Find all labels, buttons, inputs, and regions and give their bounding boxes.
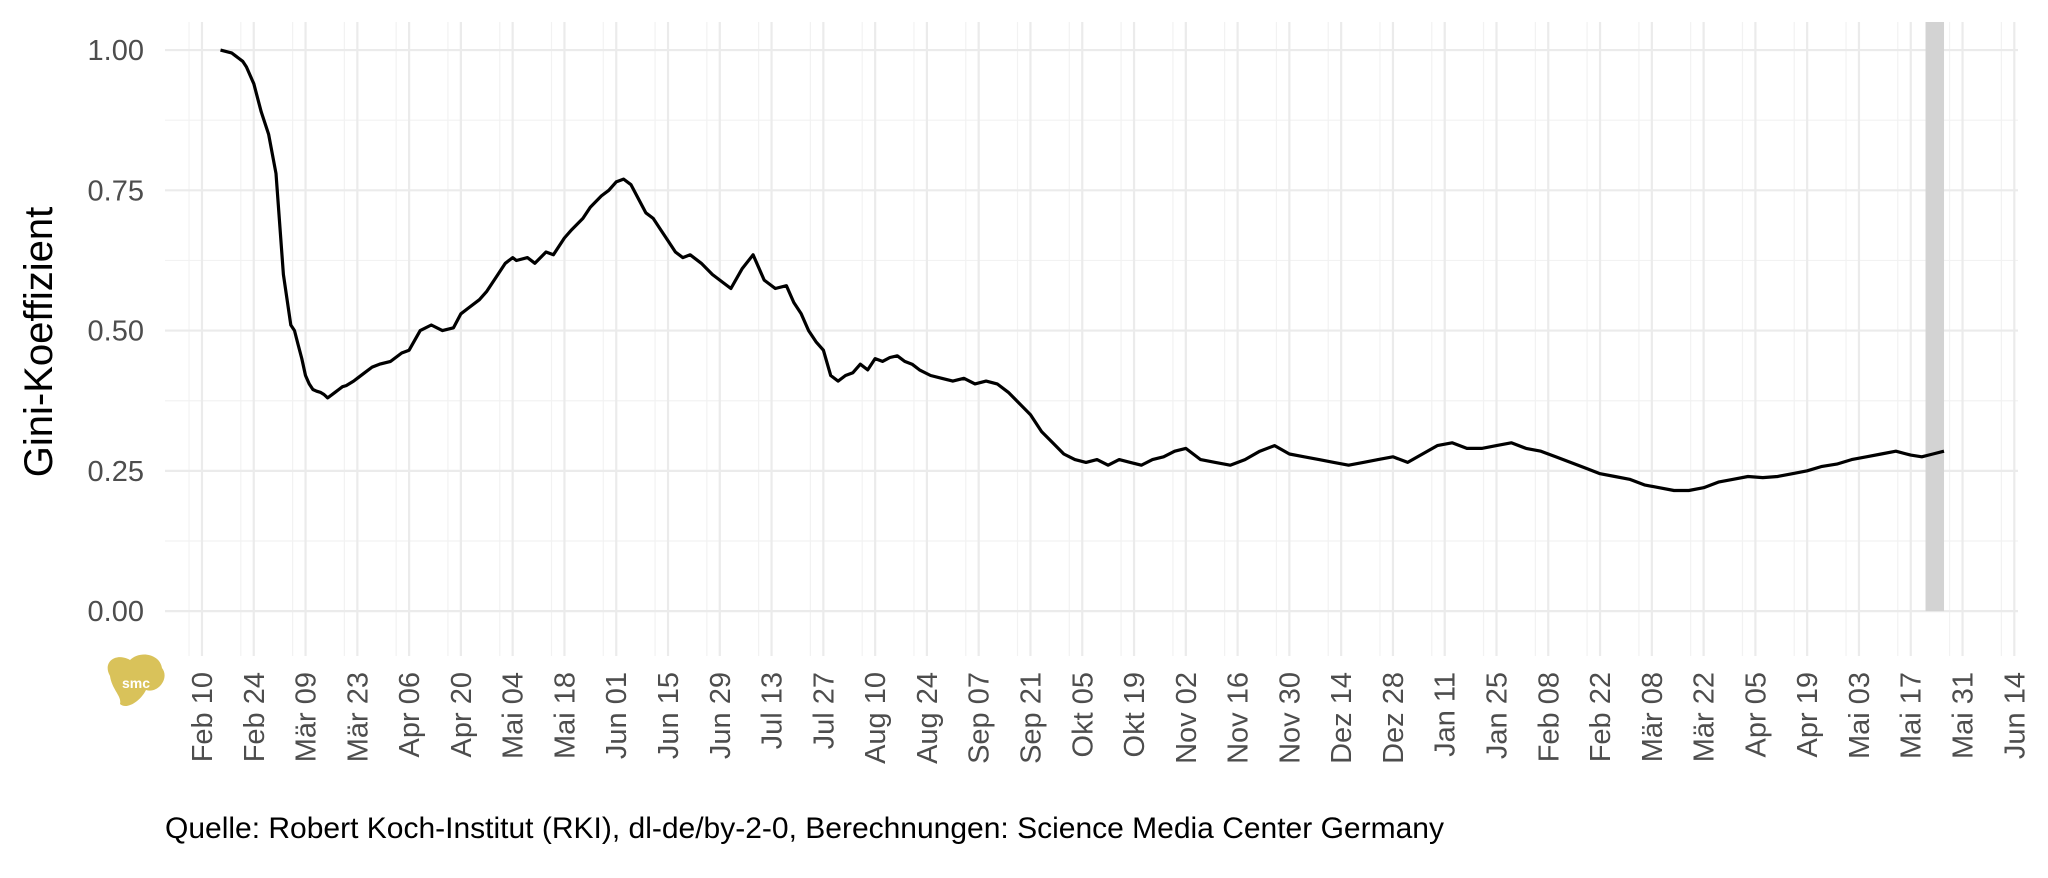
x-tick-label: Mai 31 <box>1948 672 1980 759</box>
x-tick-label: Okt 05 <box>1067 672 1099 757</box>
x-tick-label: Mär 22 <box>1689 672 1721 762</box>
series-line-gini <box>220 48 1945 493</box>
minor-gridlines-y <box>165 119 2018 542</box>
x-tick-label: Aug 24 <box>912 672 944 764</box>
x-tick-label: Sep 21 <box>1015 672 1047 764</box>
y-tick-label: 1.00 <box>88 35 144 67</box>
x-tick-label: Feb 08 <box>1533 672 1565 762</box>
x-tick-label: Jan 11 <box>1430 672 1462 757</box>
x-tick-label: Apr 06 <box>394 672 426 757</box>
x-tick-label: Jul 27 <box>808 672 840 749</box>
y-tick-labels: 0.00 0.25 0.50 0.75 1.00 <box>88 35 144 628</box>
x-tick-label: Sep 07 <box>964 672 996 764</box>
x-tick-label: Dez 28 <box>1378 672 1410 764</box>
major-gridlines-x <box>200 22 2016 656</box>
x-tick-label: Jun 29 <box>705 672 737 759</box>
x-tick-label: Mai 17 <box>1896 672 1928 759</box>
x-tick-label: Dez 14 <box>1326 672 1358 764</box>
x-tick-label: Feb 24 <box>239 672 271 762</box>
y-tick-label: 0.25 <box>88 456 144 488</box>
x-tick-label: Okt 19 <box>1119 672 1151 757</box>
x-tick-label: Nov 16 <box>1223 672 1255 764</box>
x-tick-label: Apr 05 <box>1740 672 1772 757</box>
x-tick-label: Jan 25 <box>1481 672 1513 759</box>
y-tick-label: 0.75 <box>88 175 144 207</box>
x-tick-label: Nov 02 <box>1171 672 1203 764</box>
x-tick-label: Feb 10 <box>187 672 219 762</box>
x-tick-labels: Feb 10 Feb 24 Mär 09 Mär 23 Apr 06 Apr 20 Mai … <box>187 672 2031 764</box>
x-tick-label: Feb 22 <box>1585 672 1617 762</box>
x-tick-label: Nov 30 <box>1274 672 1306 764</box>
x-tick-label: Mär 08 <box>1637 672 1669 762</box>
x-tick-label: Mär 23 <box>342 672 374 762</box>
y-tick-label: 0.00 <box>88 596 144 628</box>
minor-gridlines-x <box>188 22 2002 656</box>
x-tick-label: Mai 03 <box>1844 672 1876 759</box>
x-tick-label: Aug 10 <box>860 672 892 764</box>
highlight-band <box>1925 22 1945 612</box>
source-caption: Quelle: Robert Koch-Institut (RKI), dl-d… <box>165 812 1444 845</box>
x-tick-label: Jun 14 <box>1999 672 2031 759</box>
smc-logo: smc <box>107 654 165 707</box>
logo-text: smc <box>122 675 150 691</box>
major-gridlines-y <box>165 48 2018 613</box>
x-tick-label: Mai 04 <box>498 672 530 759</box>
logo-icon <box>107 654 165 707</box>
x-tick-label: Apr 19 <box>1792 672 1824 757</box>
x-tick-label: Jun 15 <box>653 672 685 759</box>
x-tick-label: Mär 09 <box>291 672 323 762</box>
y-tick-label: 0.50 <box>88 316 144 348</box>
x-tick-label: Apr 20 <box>446 672 478 757</box>
x-tick-label: Mai 18 <box>549 672 581 759</box>
x-tick-label: Jun 01 <box>601 672 633 759</box>
y-axis-title: Gini-Koeffizient <box>17 207 61 478</box>
x-tick-label: Jul 13 <box>757 672 789 749</box>
